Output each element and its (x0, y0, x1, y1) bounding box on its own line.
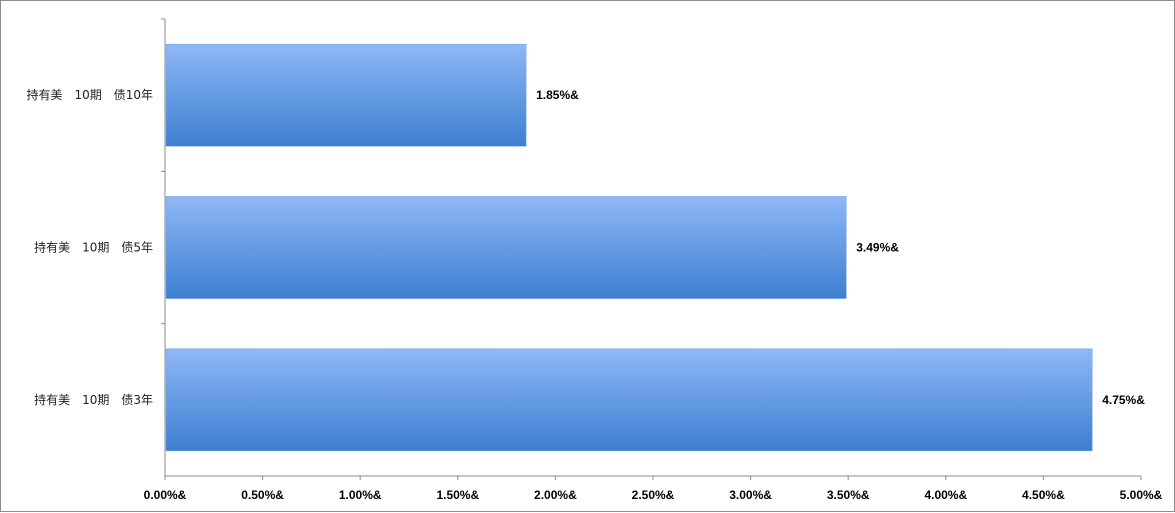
x-tick-label: 1.00%& (339, 488, 382, 502)
x-tick-label: 5.00%& (1120, 488, 1163, 502)
labels-layer: 1.85%& 持有美 10期 债10年 3.49%& 持有美 10期 债5年 4.75%… (26, 87, 1162, 502)
data-label-2: 3.49%& (856, 241, 899, 255)
category-label-2: 持有美 10期 债5年 (34, 240, 153, 255)
x-tick-label: 2.00%& (534, 488, 577, 502)
x-tick-label: 1.50%& (436, 488, 479, 502)
ticks-layer (161, 18, 1142, 480)
x-tick-label: 0.00%& (144, 488, 187, 502)
bar-3 (165, 348, 1093, 452)
x-tick-label: 3.00%& (729, 488, 772, 502)
x-tick-label: 2.50%& (632, 488, 675, 502)
x-tick-label: 3.50%& (827, 488, 870, 502)
category-label-1: 持有美 10期 债10年 (26, 87, 153, 102)
data-label-3: 4.75%& (1102, 393, 1145, 407)
x-tick-label: 4.50%& (1022, 488, 1065, 502)
x-tick-label: 0.50%& (241, 488, 284, 502)
bars-layer (165, 43, 1093, 452)
x-tick-label: 4.00%& (924, 488, 967, 502)
category-label-3: 持有美 10期 债3年 (34, 392, 153, 407)
bar-2 (165, 196, 847, 299)
data-label-1: 1.85%& (536, 88, 579, 102)
bar-1 (165, 43, 527, 147)
